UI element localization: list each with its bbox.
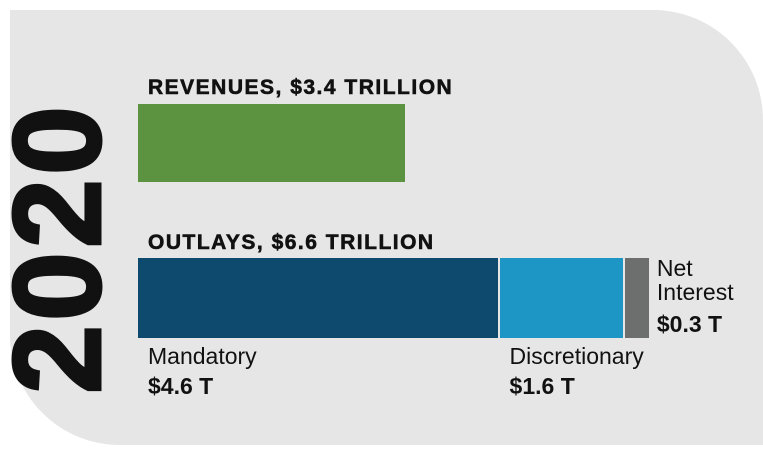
segment-name: Net Interest [656,255,734,305]
revenues-label: REVENUES, $3.4 TRILLION [148,76,454,100]
outlays-label: OUTLAYS, $6.6 TRILLION [148,231,435,255]
outlay-bar [138,258,498,338]
segment-value: $4.6 T [148,373,214,399]
panel [10,10,763,445]
year-title: 2020 [0,101,129,396]
outlay-bar [625,258,649,338]
outlay-bar [499,258,624,338]
segment-name: Discretionary [509,343,644,369]
segment-value: $0.3 T [656,311,723,337]
segment-name: Mandatory [148,343,257,369]
segment-value: $1.6 T [509,373,575,399]
revenue-bar [138,104,406,182]
